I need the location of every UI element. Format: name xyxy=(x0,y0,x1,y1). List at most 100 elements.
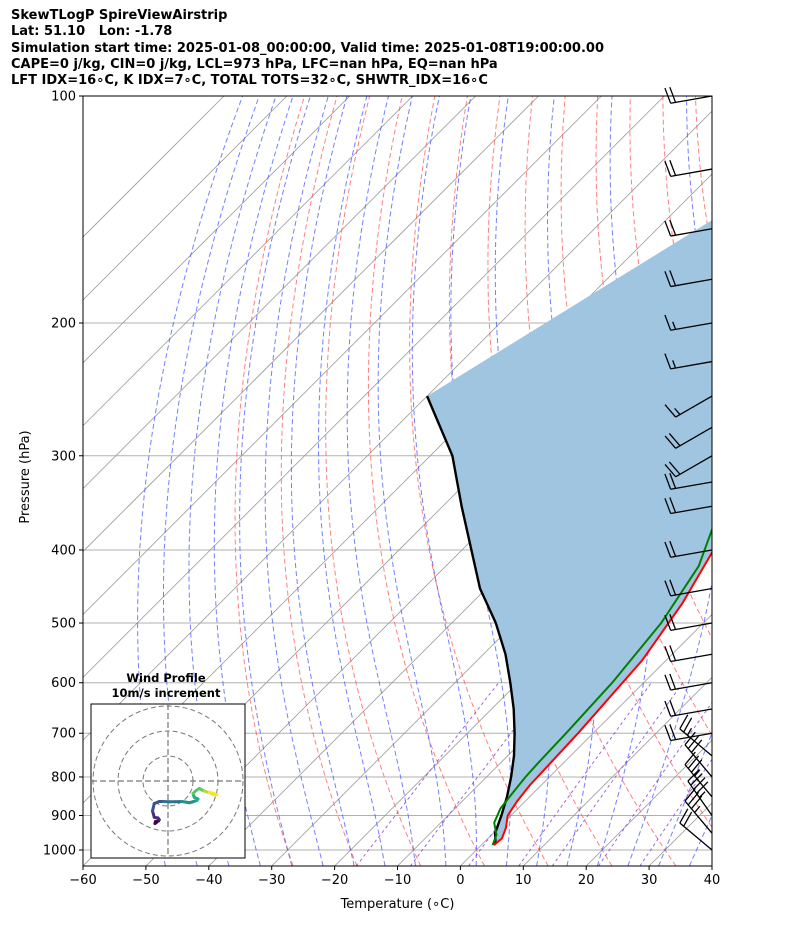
moist-adiabat-line xyxy=(783,96,794,866)
wind-barbs xyxy=(664,86,713,851)
wind-barb-full xyxy=(664,580,672,597)
mixing-ratio-line xyxy=(518,682,652,866)
wind-barb-full xyxy=(664,498,672,514)
wind-barb xyxy=(664,472,713,490)
wind-barb-half xyxy=(674,407,681,415)
y-tick-label: 700 xyxy=(51,727,76,742)
wind-barb-full xyxy=(669,645,677,661)
y-tick-label: 100 xyxy=(51,90,76,105)
dry-adiabat-line xyxy=(367,96,485,866)
parcel-profile-line xyxy=(425,395,516,846)
wind-barb-full xyxy=(669,579,677,596)
moist-adiabat-line xyxy=(264,96,329,866)
hodograph-subtitle: 10m/s increment xyxy=(112,686,221,700)
isotherm-line xyxy=(83,96,539,553)
isotherm-line xyxy=(775,96,794,866)
wind-barb-full xyxy=(664,435,677,449)
isotherm-line xyxy=(83,96,476,490)
isotherm-line xyxy=(83,96,351,364)
x-tick-label: −60 xyxy=(69,873,96,888)
temperature-profile-line xyxy=(493,550,712,846)
wind-barb-full xyxy=(664,353,672,370)
wind-barb xyxy=(664,86,713,104)
wind-barb-full xyxy=(664,160,672,177)
wind-barb-full xyxy=(669,219,677,236)
mixing-ratio-line xyxy=(551,682,684,866)
wind-barb-full xyxy=(683,811,693,827)
moist-adiabat-line xyxy=(290,96,355,866)
wind-barb-full xyxy=(664,473,672,490)
wind-barb-full xyxy=(664,725,672,741)
moist-adiabat-line xyxy=(239,96,311,866)
wind-barb-full xyxy=(669,497,677,513)
wind-barb xyxy=(664,219,713,237)
wind-barb-half xyxy=(694,769,701,777)
wind-barb-staff xyxy=(675,426,713,449)
wind-barb-full xyxy=(664,700,672,717)
x-tick-label: −40 xyxy=(195,873,222,888)
cape-line: CAPE=0 j/kg, CIN=0 j/kg, LCL=973 hPa, LF… xyxy=(11,56,498,72)
wind-barb-full xyxy=(664,87,672,104)
wind-barb-full xyxy=(664,614,672,631)
chart-header: SkewTLogP SpireViewAirstrip Lat: 51.10 L… xyxy=(11,8,604,89)
moist-adiabat-line xyxy=(627,96,712,866)
wind-barb-staff xyxy=(684,744,713,778)
wind-barb xyxy=(664,699,713,717)
moist-adiabat-line xyxy=(346,96,416,866)
dewpoint-profile-line xyxy=(491,526,712,846)
wind-barb-full xyxy=(664,271,672,287)
isotherm-line xyxy=(523,676,712,866)
time-line: Simulation start time: 2025-01-08_00:00:… xyxy=(11,40,604,56)
wind-barb-half xyxy=(686,727,693,736)
wind-barb xyxy=(664,455,713,478)
wind-barb-staff xyxy=(670,587,713,597)
wind-barb-full xyxy=(690,795,703,810)
isotherm-line xyxy=(83,96,665,678)
moist-adiabat-line xyxy=(213,96,294,866)
wind-barb xyxy=(664,497,713,515)
wind-barb-full xyxy=(684,788,696,802)
wind-barb-full xyxy=(684,731,696,746)
axes: −60 −50 −40 −30 −20 −10 0 10 20 30 40 100 200 300 400 5… xyxy=(18,90,720,913)
wind-barb-staff xyxy=(675,455,713,478)
moist-adiabat-line xyxy=(658,731,712,866)
dry-adiabat-line xyxy=(325,96,422,866)
isotherm-line xyxy=(83,96,225,238)
wind-barb xyxy=(664,160,713,178)
wind-barb-staff xyxy=(670,278,713,288)
x-tick-label: −50 xyxy=(132,873,159,888)
wind-barb-full xyxy=(690,759,703,773)
wind-barb-half xyxy=(672,321,677,330)
y-tick-label: 300 xyxy=(51,449,76,464)
moist-adiabat-line xyxy=(377,96,447,866)
wind-barb xyxy=(684,731,713,778)
wind-barb xyxy=(679,808,713,851)
y-tick-label: 1000 xyxy=(43,844,76,859)
mixing-ratio-line xyxy=(355,682,499,866)
x-axis-label: Temperature (∘C) xyxy=(340,897,455,912)
wind-barb-full xyxy=(668,461,681,475)
wind-barb-full xyxy=(669,699,677,716)
wind-barb-staff xyxy=(670,481,713,490)
x-tick-label: 0 xyxy=(456,873,464,888)
wind-barb xyxy=(684,788,713,834)
wind-barb-staff xyxy=(670,360,713,370)
wind-barb-full xyxy=(669,673,677,690)
wind-barb-full xyxy=(669,160,677,176)
x-tick-label: 20 xyxy=(578,873,595,888)
moist-adiabat-line xyxy=(188,96,277,866)
isotherm-line xyxy=(83,96,602,615)
hodograph-title: Wind Profile xyxy=(126,671,206,685)
dry-adiabat-line xyxy=(761,96,794,866)
wind-barb-staff xyxy=(670,505,713,515)
x-tick-label: 10 xyxy=(515,873,532,888)
wind-barb-half xyxy=(698,791,706,798)
wind-barb-full xyxy=(664,646,672,662)
isotherm-line xyxy=(460,613,712,866)
moist-adiabat-line xyxy=(752,96,794,866)
wind-barb-half xyxy=(694,805,701,813)
hodograph-segment xyxy=(207,790,216,795)
wind-barb-staff xyxy=(670,549,713,558)
